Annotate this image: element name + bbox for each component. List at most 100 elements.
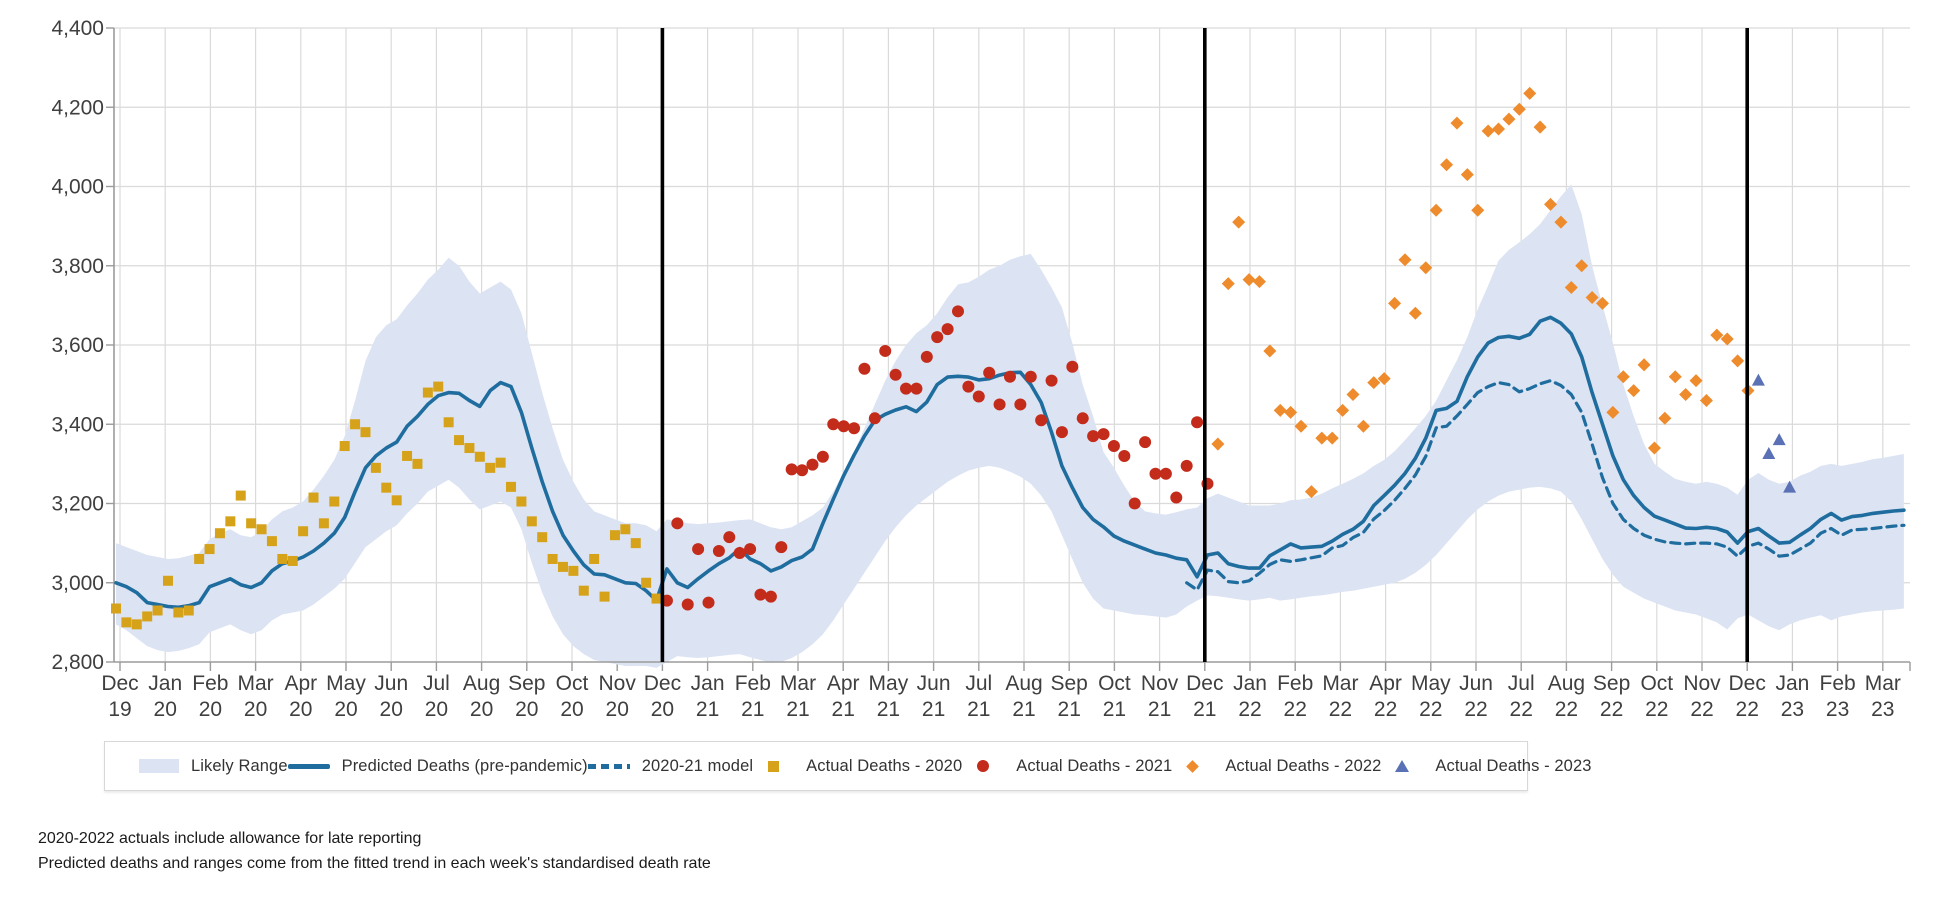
data-point-2020	[173, 607, 184, 618]
data-point-2022	[1388, 296, 1402, 310]
data-point-2020	[641, 577, 652, 588]
legend-solid-swatch-icon	[287, 763, 330, 769]
data-point-2022	[1440, 158, 1454, 172]
x-tick-month: Feb	[1820, 672, 1856, 695]
data-point-2022	[1232, 215, 1246, 229]
data-point-2021	[827, 418, 840, 431]
legend-item-solid: Predicted Deaths (pre-pandemic)	[287, 757, 588, 776]
x-tick-year: 22	[1736, 698, 1759, 721]
legend-item-square: Actual Deaths - 2020	[753, 757, 962, 776]
x-tick-month: May	[1411, 672, 1451, 695]
data-point-2021	[900, 382, 913, 395]
y-tick-label: 4,200	[51, 96, 104, 119]
data-point-2022	[1325, 431, 1339, 445]
x-tick-month: Jan	[691, 672, 725, 695]
data-point-2020	[412, 458, 423, 469]
data-point-2020	[391, 495, 402, 506]
x-tick-year: 23	[1781, 698, 1804, 721]
data-point-2021	[1118, 449, 1131, 462]
chart-legend: Likely Range Predicted Deaths (pre-pandem…	[104, 741, 1591, 791]
legend-item-band: Likely Range	[139, 757, 288, 776]
data-point-2020	[277, 553, 288, 564]
data-point-2020	[589, 553, 600, 564]
x-tick-year: 20	[289, 698, 312, 721]
data-point-2020	[204, 544, 215, 555]
x-tick-year: 21	[1193, 698, 1216, 721]
data-point-2021	[1035, 414, 1048, 427]
data-point-2020	[183, 605, 194, 616]
data-point-2021	[868, 412, 881, 425]
data-point-2022	[1492, 122, 1506, 136]
x-tick-month: Dec	[1729, 672, 1766, 695]
data-point-2021	[858, 362, 871, 375]
x-tick-month: Sep	[508, 672, 545, 695]
data-point-2020	[630, 538, 641, 549]
x-tick-month: Apr	[827, 672, 860, 695]
x-tick-month: Oct	[1098, 672, 1131, 695]
data-point-2022	[1263, 344, 1277, 358]
data-point-2020	[246, 518, 257, 529]
data-point-2021	[1076, 412, 1089, 425]
data-point-2021	[1170, 491, 1183, 504]
data-point-2022	[1252, 275, 1266, 289]
x-tick-month: Nov	[1141, 672, 1179, 695]
data-point-2020	[214, 528, 225, 539]
data-point-2021	[1003, 370, 1016, 383]
data-point-2022	[1647, 441, 1661, 455]
data-point-2021	[1014, 398, 1027, 411]
x-tick-year: 21	[696, 698, 719, 721]
data-point-2022	[1668, 370, 1682, 384]
data-point-2022	[1356, 419, 1370, 433]
x-tick-month: Aug	[1005, 672, 1042, 695]
legend-diamond-swatch-icon	[1186, 759, 1200, 773]
data-point-2021	[920, 350, 933, 363]
data-point-2022	[1637, 358, 1651, 372]
data-point-2020	[111, 603, 121, 614]
data-point-2020	[547, 553, 558, 564]
footnote-late-reporting: 2020-2022 actuals include allowance for …	[38, 830, 422, 847]
data-point-2020	[495, 457, 506, 468]
x-tick-year: 20	[651, 698, 674, 721]
data-point-2020	[381, 482, 392, 493]
legend-item-circle: Actual Deaths - 2021	[962, 757, 1172, 776]
data-point-2023	[1751, 373, 1765, 386]
data-point-2020	[360, 427, 371, 438]
data-point-2022	[1315, 431, 1329, 445]
data-point-2020	[225, 516, 236, 527]
data-point-2021	[764, 590, 777, 603]
data-point-2023	[1772, 433, 1786, 446]
x-tick-month: May	[326, 672, 366, 695]
x-tick-month: Jun	[374, 672, 408, 695]
x-tick-year: 20	[380, 698, 403, 721]
data-point-2021	[744, 543, 757, 556]
data-point-2021	[1180, 459, 1193, 472]
x-tick-month: Mar	[780, 672, 816, 695]
data-point-2021	[1139, 436, 1152, 449]
data-point-2022	[1585, 290, 1599, 304]
data-point-2021	[1066, 360, 1079, 373]
data-point-2020	[298, 526, 309, 537]
data-point-2021	[941, 323, 954, 336]
x-tick-month: Jun	[917, 672, 951, 695]
data-point-2020	[287, 555, 298, 566]
x-tick-year: 21	[967, 698, 990, 721]
y-tick-label: 3,600	[51, 334, 104, 357]
x-tick-year: 22	[1284, 698, 1307, 721]
y-tick-label: 3,400	[51, 413, 104, 436]
x-tick-year: 20	[334, 698, 357, 721]
data-point-2022	[1429, 203, 1443, 217]
data-point-2020	[194, 553, 205, 564]
x-tick-year: 20	[154, 698, 177, 721]
data-point-2022	[1689, 374, 1703, 388]
data-point-2020	[162, 575, 173, 586]
data-point-2021	[702, 596, 715, 609]
x-tick-year: 20	[515, 698, 538, 721]
legend-label: 2020-21 model	[641, 756, 754, 775]
x-tick-month: Apr	[284, 672, 317, 695]
x-tick-month: Mar	[238, 672, 274, 695]
x-tick-month: Mar	[1322, 672, 1358, 695]
x-tick-year: 21	[786, 698, 809, 721]
x-tick-year: 21	[832, 698, 855, 721]
